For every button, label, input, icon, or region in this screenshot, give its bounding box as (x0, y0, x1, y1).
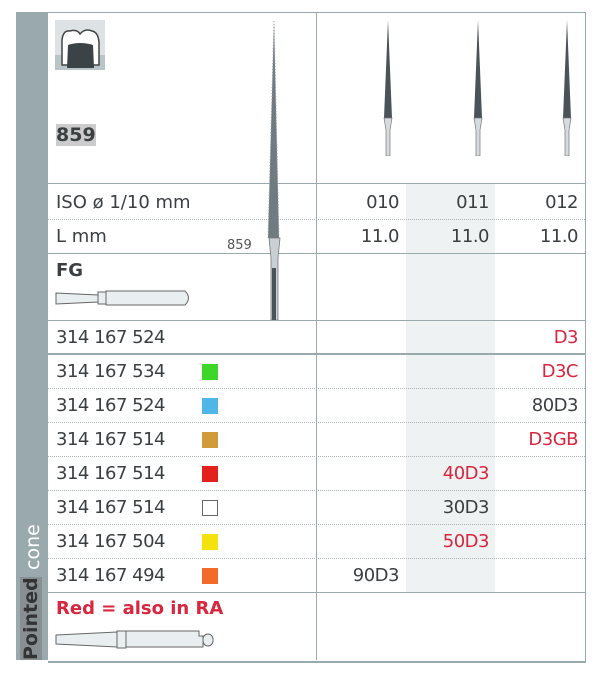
order-code: 314 167 524 (56, 327, 166, 348)
color-ring-swatch (202, 364, 218, 380)
shank-type: FG (56, 260, 84, 281)
divider (48, 422, 585, 423)
grit-code: D3GB (528, 429, 578, 450)
column-bur-illustration (473, 20, 483, 156)
order-code: 314 167 504 (56, 531, 166, 552)
order-code: 314 167 524 (56, 395, 166, 416)
grit-code: 40D3 (442, 463, 490, 484)
order-code: 314 167 534 (56, 361, 166, 382)
product-table (48, 12, 586, 663)
order-code: 314 167 514 (56, 463, 166, 484)
grit-code: 90D3 (352, 565, 400, 586)
divider (48, 320, 585, 321)
column-bur-illustration (562, 20, 572, 156)
order-code: 314 167 514 (56, 497, 166, 518)
order-code: 314 167 514 (56, 429, 166, 450)
column-divider (316, 12, 317, 660)
grit-code: 30D3 (442, 497, 490, 518)
iso-label: ISO ø 1/10 mm (56, 192, 191, 213)
divider (48, 183, 585, 184)
length-value: 11.0 (450, 226, 490, 247)
grit-code: D3C (541, 361, 579, 382)
fg-shank-icon (55, 290, 189, 306)
length-label: L mm (56, 226, 107, 247)
grit-code: 50D3 (442, 531, 490, 552)
color-ring-swatch (202, 398, 218, 414)
color-ring-swatch (202, 466, 218, 482)
length-value: 11.0 (539, 226, 579, 247)
divider (48, 490, 585, 491)
category-label-cone: cone (22, 524, 44, 570)
divider (48, 524, 585, 525)
order-code: 314 167 494 (56, 565, 166, 586)
divider (48, 558, 585, 559)
iso-size: 010 (366, 192, 399, 213)
divider (48, 592, 585, 593)
highlight-column (406, 183, 495, 592)
color-ring-swatch (202, 432, 218, 448)
bur-illustration (267, 20, 281, 320)
sidebar-category: cone Pointed (16, 12, 48, 660)
crown-preparation-icon (55, 20, 105, 70)
product-number: 859 (56, 124, 96, 146)
divider (48, 456, 585, 457)
bur-label: 859 (227, 238, 252, 253)
ra-note: Red = also in RA (56, 598, 224, 619)
iso-size: 011 (456, 192, 489, 213)
divider (48, 253, 585, 254)
color-ring-swatch (202, 534, 218, 550)
ra-shank-icon (55, 630, 214, 649)
iso-size: 012 (545, 192, 578, 213)
grit-code: 80D3 (531, 395, 579, 416)
divider (48, 219, 585, 220)
divider (48, 388, 585, 389)
category-label-pointed: Pointed (20, 577, 42, 660)
column-bur-illustration (383, 20, 393, 156)
divider (48, 353, 585, 355)
length-value: 11.0 (360, 226, 400, 247)
color-ring-swatch (202, 568, 218, 584)
color-ring-swatch (202, 500, 218, 516)
grit-code: D3 (553, 327, 579, 348)
